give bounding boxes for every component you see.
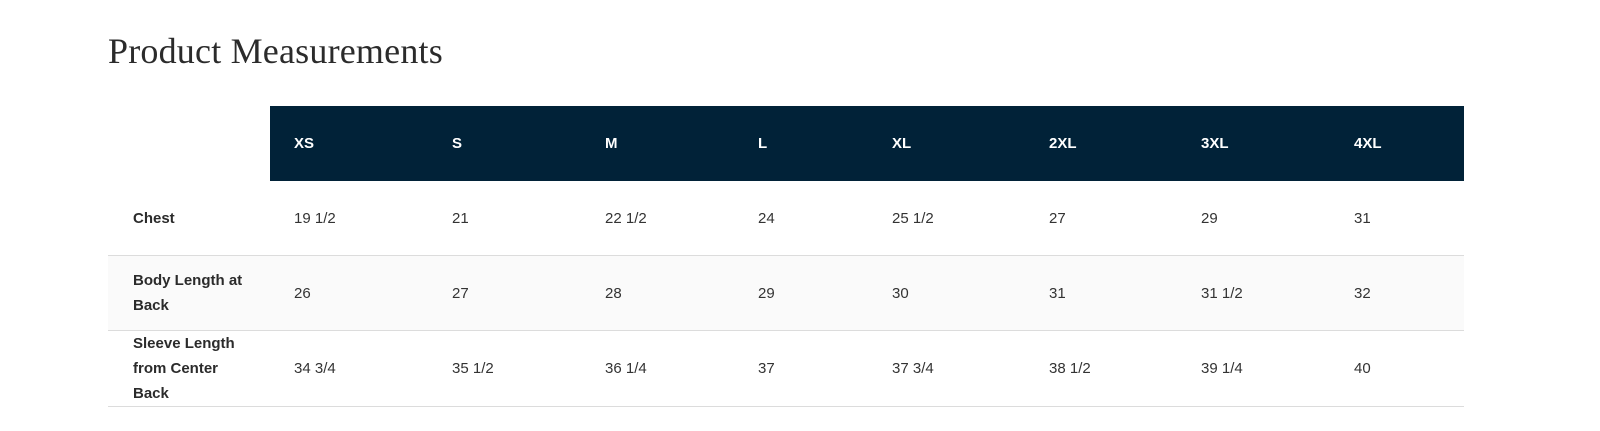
measurement-cell: 31: [1025, 255, 1177, 331]
table-row: Chest 19 1/2 21 22 1/2 24 25 1/2 27 29 31: [108, 181, 1464, 256]
size-header-2xl: 2XL: [1025, 106, 1177, 181]
measurement-cell: 21: [428, 181, 581, 256]
table-row: Body Length at Back 26 27 28 29 30 31 31 1/2 32: [108, 255, 1464, 331]
measurement-cell: 34 3/4: [270, 330, 428, 407]
row-label: Body Length at Back: [108, 255, 270, 331]
size-header-l: L: [734, 106, 868, 181]
size-header-xs: XS: [270, 106, 428, 181]
measurement-cell: 36 1/4: [581, 330, 734, 407]
measurement-cell: 31 1/2: [1177, 255, 1330, 331]
size-header-3xl: 3XL: [1177, 106, 1330, 181]
measurement-cell: 39 1/4: [1177, 330, 1330, 407]
measurement-cell: 37 3/4: [868, 330, 1025, 407]
measurement-cell: 25 1/2: [868, 181, 1025, 256]
measurement-cell: 26: [270, 255, 428, 331]
measurement-cell: 32: [1330, 255, 1464, 331]
measurement-cell: 37: [734, 330, 868, 407]
measurement-cell: 40: [1330, 330, 1464, 407]
measurement-cell: 28: [581, 255, 734, 331]
size-header-4xl: 4XL: [1330, 106, 1464, 181]
measurement-cell: 27: [1025, 181, 1177, 256]
row-label: Sleeve Length from Center Back: [108, 330, 270, 407]
measurement-cell: 29: [1177, 181, 1330, 256]
measurement-cell: 24: [734, 181, 868, 256]
measurement-cell: 29: [734, 255, 868, 331]
header-blank-cell: [108, 106, 270, 181]
row-label: Chest: [108, 181, 270, 256]
size-header-xl: XL: [868, 106, 1025, 181]
measurement-cell: 35 1/2: [428, 330, 581, 407]
size-header-row: XS S M L XL 2XL 3XL 4XL: [108, 106, 1464, 181]
measurement-cell: 38 1/2: [1025, 330, 1177, 407]
size-chart-table: XS S M L XL 2XL 3XL 4XL Chest 19 1/2 21 22 …: [108, 106, 1464, 407]
page-title: Product Measurements: [108, 31, 443, 71]
measurement-cell: 30: [868, 255, 1025, 331]
measurement-cell: 22 1/2: [581, 181, 734, 256]
measurement-cell: 27: [428, 255, 581, 331]
size-header-s: S: [428, 106, 581, 181]
measurement-cell: 31: [1330, 181, 1464, 256]
measurement-cell: 19 1/2: [270, 181, 428, 256]
table-row: Sleeve Length from Center Back 34 3/4 35 1…: [108, 330, 1464, 407]
size-header-m: M: [581, 106, 734, 181]
